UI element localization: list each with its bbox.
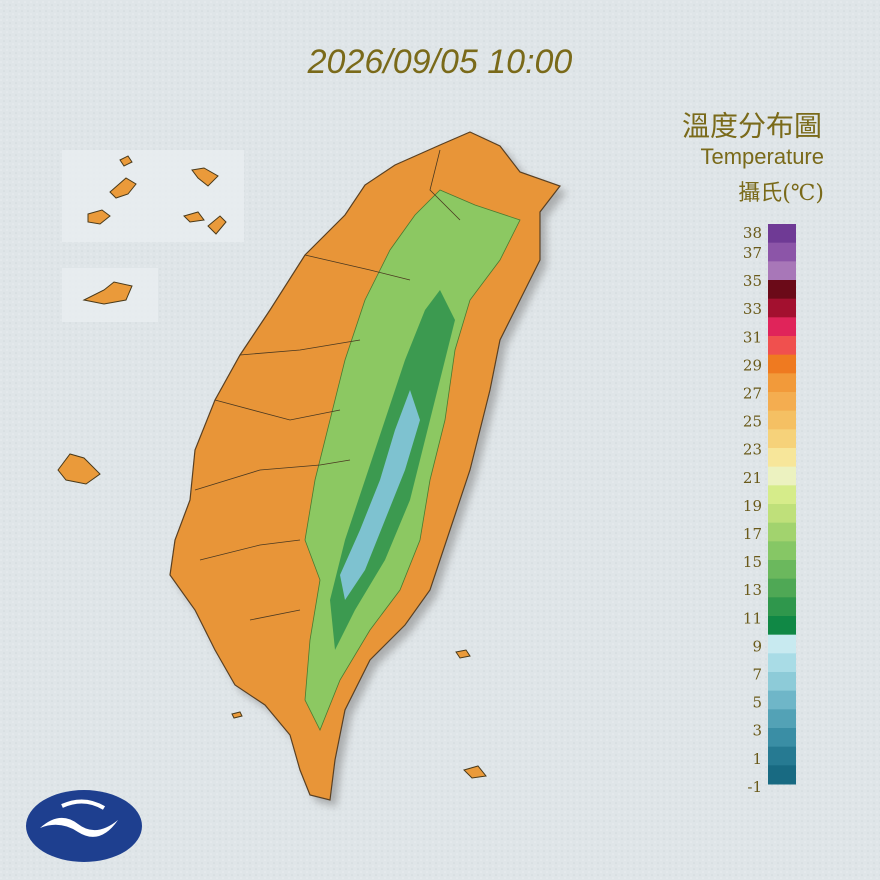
legend-subtitle: Temperature bbox=[700, 144, 824, 169]
legend-swatch bbox=[768, 448, 796, 468]
county-borders bbox=[194, 149, 461, 621]
legend-swatch bbox=[768, 354, 796, 374]
legend-swatch bbox=[768, 522, 796, 542]
high-peaks bbox=[340, 390, 420, 600]
legend-swatch bbox=[768, 261, 796, 281]
legend-label: 33 bbox=[743, 300, 762, 318]
legend-swatch bbox=[768, 746, 796, 766]
legend-unit: 攝氏(℃) bbox=[738, 181, 824, 206]
agency-logo-mark bbox=[40, 817, 118, 837]
legend-label: 19 bbox=[743, 497, 762, 515]
legend-swatch bbox=[768, 317, 796, 337]
legend-label: 25 bbox=[743, 413, 762, 431]
legend-label: 31 bbox=[743, 328, 762, 346]
legend-swatch bbox=[768, 672, 796, 692]
legend-label: 9 bbox=[752, 637, 762, 655]
legend-swatch bbox=[768, 466, 796, 486]
legend-swatch bbox=[768, 597, 796, 617]
legend-label: 37 bbox=[743, 244, 762, 262]
legend-swatch bbox=[768, 280, 796, 300]
legend-swatch bbox=[768, 690, 796, 710]
islands bbox=[57, 155, 487, 779]
legend-swatch bbox=[768, 242, 796, 262]
legend-label: 27 bbox=[743, 385, 762, 403]
legend-swatch bbox=[768, 504, 796, 524]
legend-label: 7 bbox=[752, 666, 762, 684]
legend-label: 23 bbox=[743, 441, 762, 459]
legend-label: 17 bbox=[743, 525, 762, 543]
legend-label: 29 bbox=[743, 356, 762, 374]
legend-label: 35 bbox=[743, 272, 762, 290]
legend-label: 3 bbox=[752, 722, 762, 740]
legend-swatch bbox=[768, 765, 796, 785]
legend-swatch bbox=[768, 429, 796, 449]
legend-swatch bbox=[768, 410, 796, 430]
legend-swatch bbox=[768, 709, 796, 729]
legend-swatch bbox=[768, 560, 796, 580]
legend-label: 21 bbox=[743, 469, 762, 487]
legend-swatch bbox=[768, 634, 796, 654]
legend-swatch bbox=[768, 224, 796, 244]
legend-label: 13 bbox=[743, 581, 762, 599]
legend-label: 11 bbox=[743, 609, 762, 627]
legend-swatch bbox=[768, 485, 796, 505]
legend-title: 溫度分布圖 bbox=[682, 110, 822, 143]
legend-swatch bbox=[768, 728, 796, 748]
legend-swatch bbox=[768, 541, 796, 561]
legend-swatch bbox=[768, 578, 796, 598]
legend-swatch bbox=[768, 392, 796, 412]
agency-logo bbox=[26, 790, 142, 862]
agency-logo-mark bbox=[61, 799, 106, 810]
legend-label: 5 bbox=[752, 694, 762, 712]
legend-swatch bbox=[768, 298, 796, 318]
legend-label: 15 bbox=[743, 553, 762, 571]
legend-label: 1 bbox=[752, 750, 762, 768]
legend-label: 38 bbox=[743, 224, 762, 242]
legend-swatch bbox=[768, 373, 796, 393]
timestamp: 2026/09/05 10:00 bbox=[307, 43, 573, 81]
legend-swatch bbox=[768, 653, 796, 673]
legend-swatch bbox=[768, 336, 796, 356]
legend-label: -1 bbox=[747, 778, 762, 796]
legend-swatch bbox=[768, 616, 796, 636]
